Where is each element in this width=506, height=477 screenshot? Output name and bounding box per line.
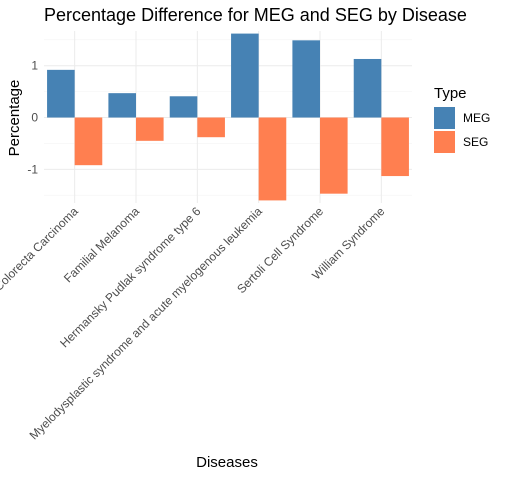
bar-meg (169, 96, 198, 118)
x-tick-label: Myelodysplastic syndrome and acute myelo… (27, 204, 265, 442)
x-axis-title: Diseases (196, 454, 258, 471)
bar-seg (136, 117, 164, 141)
legend-label-seg: SEG (463, 135, 488, 149)
chart-title: Percentage Difference for MEG and SEG by… (44, 5, 467, 25)
bar-meg (353, 58, 382, 118)
legend-key-seg (434, 131, 455, 153)
bar-seg (197, 117, 225, 138)
y-tick-label: -1 (27, 162, 38, 176)
legend: Type MEG SEG (434, 85, 490, 153)
bar-seg (320, 117, 348, 194)
y-axis-title: Percentage (6, 80, 23, 157)
bar-seg (74, 117, 103, 166)
legend-label-meg: MEG (463, 111, 490, 125)
bar-meg (231, 33, 259, 118)
legend-title: Type (434, 85, 467, 102)
bar-meg (108, 93, 136, 118)
bar-seg (381, 117, 409, 177)
legend-key-meg (434, 107, 455, 129)
bar-meg (292, 40, 320, 118)
y-axis-ticks: -1 0 1 (27, 59, 38, 177)
bars (47, 33, 409, 201)
y-tick-label: 1 (31, 59, 38, 73)
bar-meg (47, 69, 75, 118)
bar-seg (258, 117, 287, 201)
y-tick-label: 0 (31, 111, 38, 125)
